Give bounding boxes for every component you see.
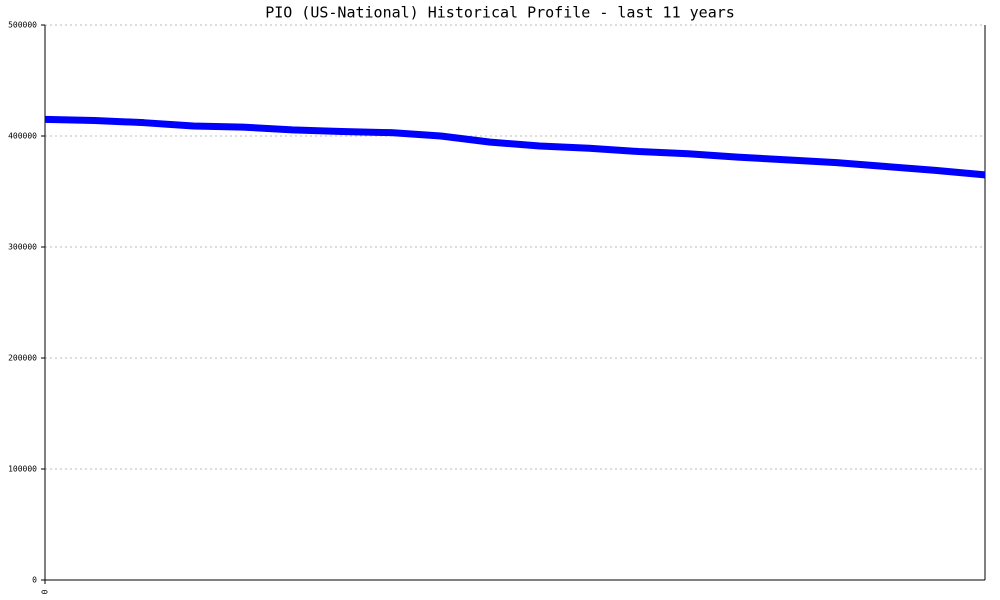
data-line — [44, 115, 986, 179]
y-tick-label: 300000 — [8, 243, 37, 252]
y-tick-label: 400000 — [8, 132, 37, 141]
y-tick-label: 0 — [32, 576, 37, 585]
x-tick-label: 0 — [41, 589, 50, 594]
chart-title: PIO (US-National) Historical Profile - l… — [265, 4, 735, 22]
y-tick-label: 100000 — [8, 465, 37, 474]
y-tick-label: 500000 — [8, 21, 37, 30]
y-tick-label: 200000 — [8, 354, 37, 363]
